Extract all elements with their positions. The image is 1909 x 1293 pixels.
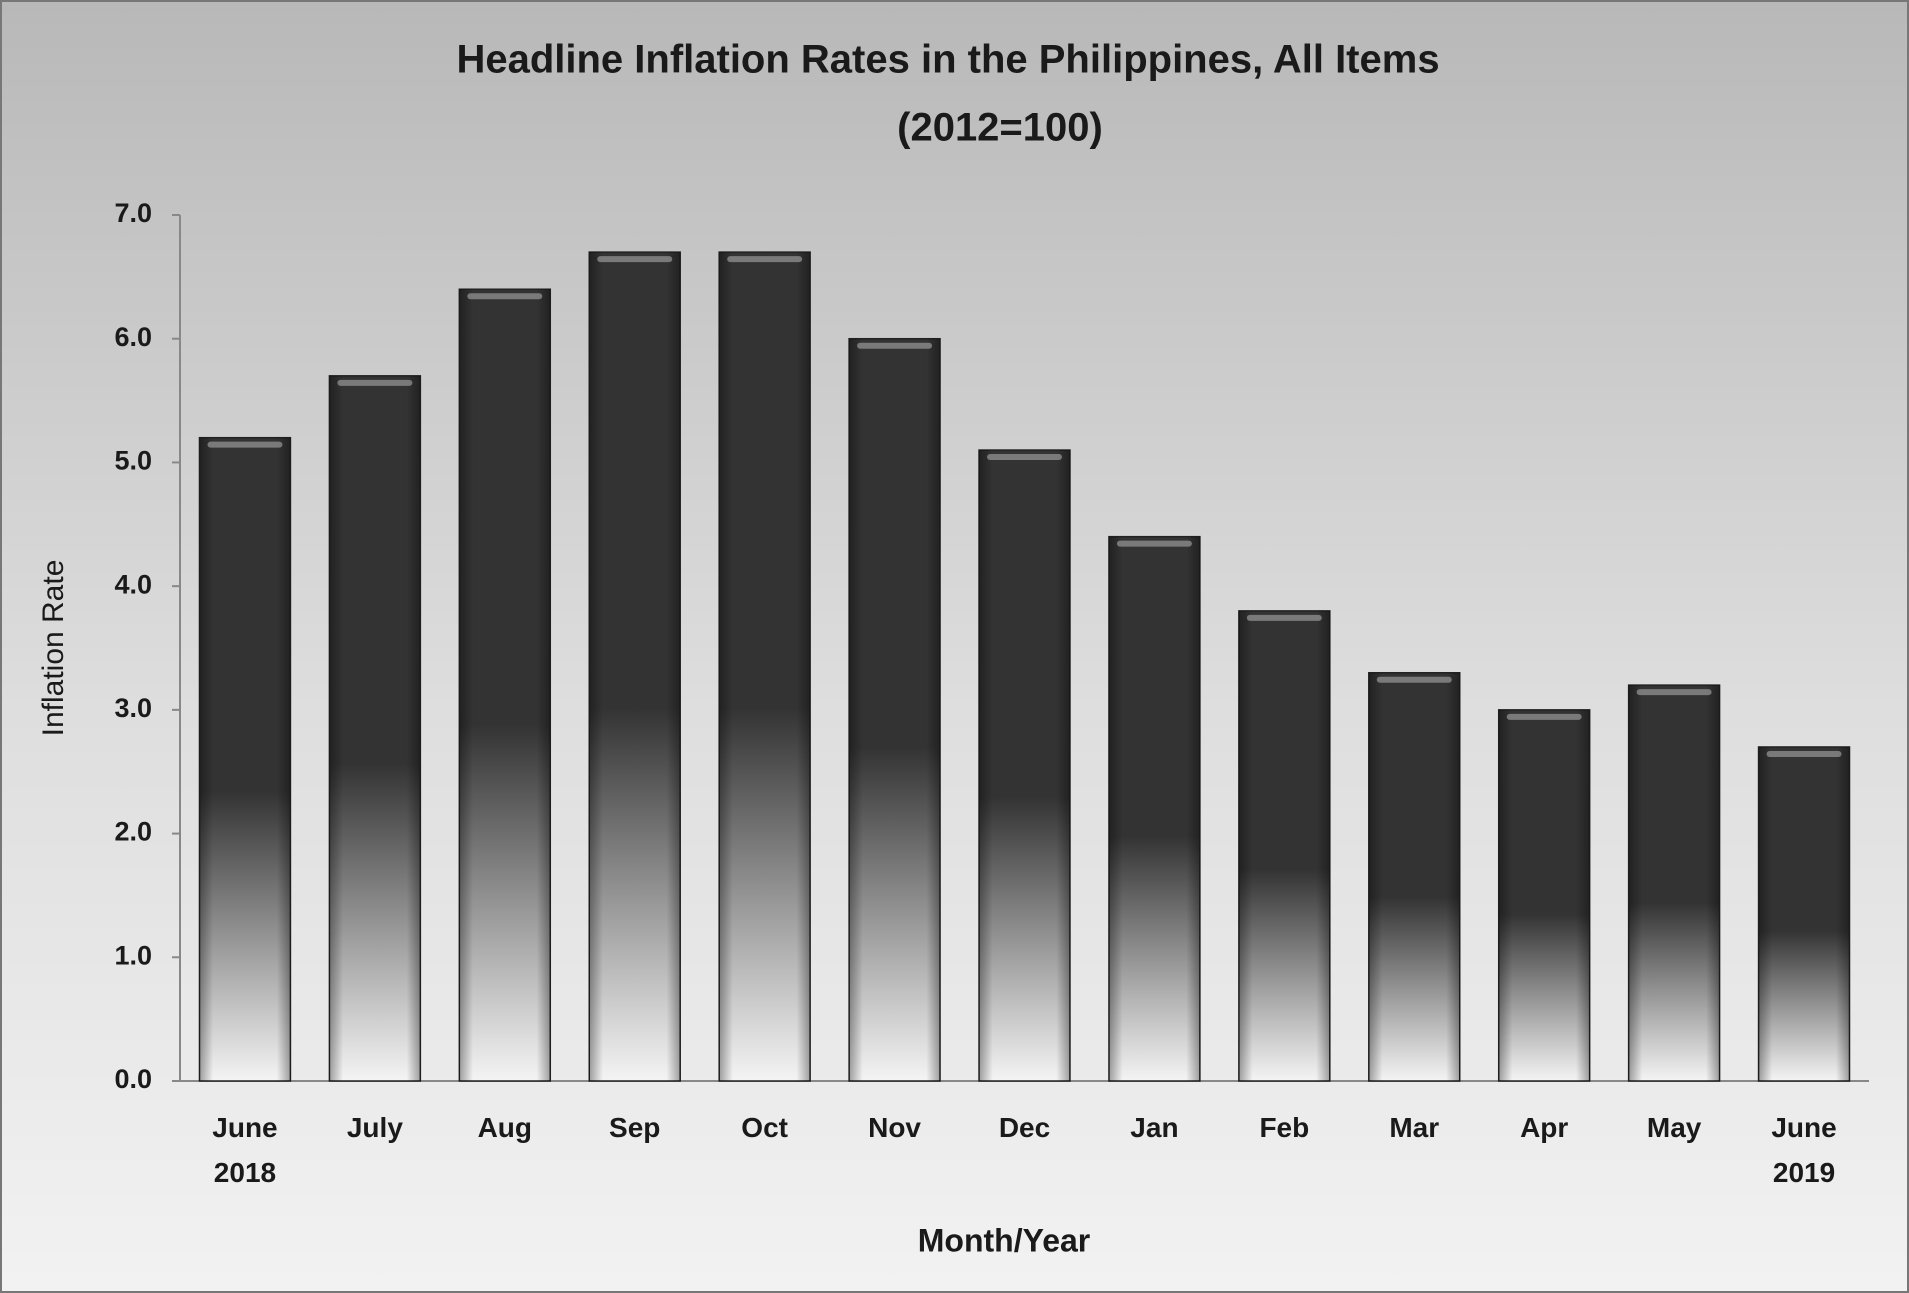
y-tick-label: 7.0 bbox=[114, 198, 152, 228]
bar bbox=[1627, 684, 1721, 1082]
bar bbox=[718, 251, 811, 1082]
bar bbox=[1368, 671, 1461, 1082]
bar-highlight bbox=[727, 256, 803, 263]
x-tick-label: June 2019 bbox=[1771, 1112, 1837, 1188]
x-tick-label: Aug bbox=[477, 1112, 533, 1143]
y-tick-label: 2.0 bbox=[114, 817, 152, 847]
y-tick-label: 6.0 bbox=[114, 322, 152, 352]
bar bbox=[848, 337, 941, 1082]
bar-highlight bbox=[337, 379, 413, 386]
chart-subtitle: (2012=100) bbox=[897, 106, 1103, 150]
bar-highlight bbox=[207, 441, 283, 448]
bar-highlight bbox=[1506, 713, 1582, 720]
bar bbox=[198, 436, 292, 1082]
x-tick-label: Mar bbox=[1389, 1112, 1440, 1143]
bar-highlight bbox=[1376, 676, 1452, 683]
x-tick-label: Feb bbox=[1259, 1112, 1310, 1143]
x-tick-label: Dec bbox=[998, 1112, 1051, 1143]
bar bbox=[1757, 746, 1851, 1082]
y-tick-label: 5.0 bbox=[114, 446, 152, 476]
y-tick-label: 3.0 bbox=[114, 693, 152, 723]
bar-highlight bbox=[987, 454, 1062, 461]
y-tick-label: 0.0 bbox=[114, 1064, 152, 1094]
bar-highlight bbox=[1766, 750, 1842, 757]
x-tick-label: June 2018 bbox=[212, 1112, 278, 1188]
bar-highlight bbox=[467, 293, 543, 300]
y-tick-label: 1.0 bbox=[114, 940, 152, 970]
bar-highlight bbox=[1636, 689, 1712, 696]
x-axis-label: Month/Year bbox=[918, 1222, 1090, 1258]
x-tick-label: July bbox=[346, 1112, 403, 1143]
bar bbox=[328, 375, 422, 1082]
chart-title: Headline Inflation Rates in the Philippi… bbox=[456, 38, 1439, 82]
x-tick-label: May bbox=[1646, 1112, 1702, 1143]
x-tick-label: Oct bbox=[741, 1112, 788, 1143]
bar bbox=[1238, 610, 1331, 1082]
x-tick-label: Sep bbox=[609, 1112, 661, 1143]
bar bbox=[458, 288, 552, 1082]
bar bbox=[1497, 709, 1591, 1082]
bar-highlight bbox=[1246, 614, 1322, 621]
x-tick-label: Nov bbox=[868, 1112, 922, 1143]
x-tick-label: Apr bbox=[1520, 1112, 1569, 1143]
bar bbox=[588, 251, 681, 1082]
bar-highlight bbox=[1116, 540, 1192, 547]
bar bbox=[1108, 535, 1201, 1082]
bar-highlight bbox=[857, 342, 933, 349]
bar-highlight bbox=[597, 256, 673, 263]
x-tick-label: Jan bbox=[1130, 1112, 1179, 1143]
y-tick-label: 4.0 bbox=[114, 569, 152, 599]
y-axis-label: Inflation Rate bbox=[37, 560, 70, 737]
bar bbox=[978, 449, 1071, 1082]
